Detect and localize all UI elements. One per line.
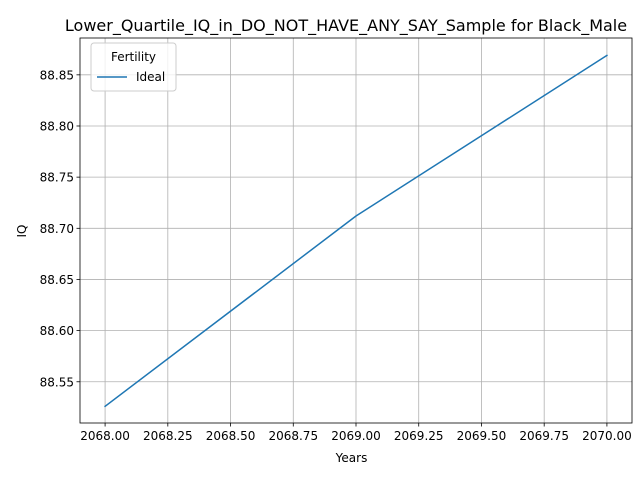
y-tick-label: 88.85	[40, 68, 74, 82]
legend-title: Fertility	[111, 50, 156, 64]
chart-title: Lower_Quartile_IQ_in_DO_NOT_HAVE_ANY_SAY…	[65, 16, 627, 36]
legend: Fertility Ideal	[91, 43, 176, 91]
legend-label-ideal: Ideal	[136, 70, 165, 84]
x-tick-label: 2068.75	[268, 429, 318, 443]
x-tick-label: 2068.50	[206, 429, 256, 443]
x-tick-label: 2069.00	[331, 429, 381, 443]
y-tick-label: 88.55	[40, 375, 74, 389]
x-tick-label: 2069.25	[394, 429, 444, 443]
x-tick-label: 2070.00	[582, 429, 632, 443]
x-tick-label: 2068.00	[80, 429, 130, 443]
x-axis-label: Years	[335, 451, 368, 465]
y-tick-label: 88.80	[40, 119, 74, 133]
x-tick-label: 2069.75	[519, 429, 569, 443]
x-tick-label: 2069.50	[457, 429, 507, 443]
y-tick-label: 88.60	[40, 324, 74, 338]
y-axis-label: IQ	[15, 225, 29, 238]
y-tick-label: 88.70	[40, 222, 74, 236]
x-tick-label: 2068.25	[143, 429, 193, 443]
y-tick-label: 88.75	[40, 171, 74, 185]
y-tick-label: 88.65	[40, 273, 74, 287]
